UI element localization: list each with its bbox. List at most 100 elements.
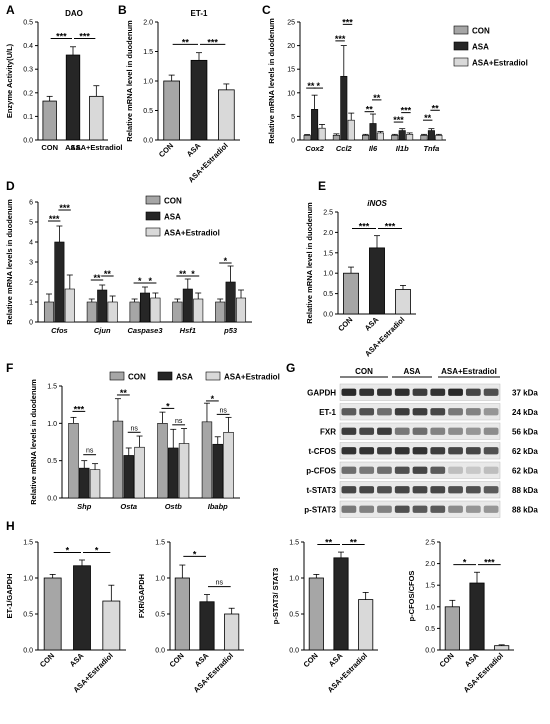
blot-band [341, 427, 357, 435]
blot-band [412, 388, 428, 396]
chart-0: 0.0 0.1 0.2 0.3 0.4 0.5 Enzyme Activity(U/L) DA… [5, 9, 122, 152]
bar-cjun-2 [107, 301, 118, 323]
bar-con [308, 577, 324, 651]
significance-label: *** [393, 115, 404, 125]
panel-letter-f: F [6, 361, 13, 375]
y-tick-label: 0.4 [23, 43, 33, 50]
y-tick-label: 1 [29, 300, 33, 307]
y-tick-label: 2.5 [425, 540, 435, 547]
significance-label: * [193, 549, 197, 559]
significance-label: *** [59, 203, 70, 213]
x-tick-label: CON [168, 651, 186, 669]
x-tick-label: CON [336, 315, 354, 333]
y-tick-label: 1.5 [425, 583, 435, 590]
blot-protein-label: t-CFOS [308, 447, 336, 456]
blot-band [341, 388, 357, 396]
blot-size-label: 56 kDa [512, 427, 538, 436]
blot-band [412, 447, 428, 455]
x-tick-label: Ostb [165, 502, 183, 511]
bar-con [43, 577, 62, 651]
y-tick-label: 2.0 [143, 20, 153, 27]
blot-band [359, 388, 375, 396]
y-tick-label: 0.2 [23, 90, 33, 97]
blot-band [394, 505, 410, 513]
y-tick-label: 1.5 [155, 540, 165, 547]
significance-label: ns [219, 407, 227, 414]
y-tick-label: 0.0 [23, 648, 33, 655]
blot-group-label: ASA [404, 367, 421, 376]
bar-cfos-0 [43, 301, 54, 323]
blot-band [359, 505, 375, 513]
bar-caspase3-1 [139, 292, 151, 323]
x-tick-label: Cfos [51, 326, 68, 335]
bar-asa-estradiol [224, 613, 240, 651]
legend-swatch [157, 371, 173, 381]
chart-title: iNOS [367, 199, 387, 208]
significance-label: *** [401, 106, 412, 116]
significance-label: ** [432, 103, 440, 113]
significance-label: ** [104, 269, 112, 279]
bar-cox2-0 [303, 134, 311, 141]
blot-protein-label: ET-1 [319, 408, 336, 417]
legend-f: CON ASA ASA+Estradiol [109, 371, 280, 382]
blot-band [341, 466, 357, 474]
significance-label: ** [93, 273, 101, 283]
bar-il1b-2 [406, 134, 414, 141]
bar-cfos-1 [54, 241, 65, 323]
blot-band [412, 486, 428, 494]
bar-tnfa-0 [420, 134, 428, 141]
blot-size-label: 88 kDa [512, 486, 538, 495]
significance-label: * [211, 394, 215, 404]
significance-label: ** [373, 93, 381, 103]
y-tick-label: 0.0 [323, 312, 333, 319]
blot-band [377, 486, 392, 494]
legend-label: ASA+Estradiol [472, 59, 528, 68]
legend-label: CON [164, 197, 182, 206]
blot-band [394, 486, 410, 494]
panel-letter-c: C [262, 3, 271, 17]
x-tick-label: ASA [463, 651, 481, 669]
x-tick-label: Cox2 [305, 144, 324, 153]
blot-band [448, 486, 463, 494]
y-tick-label: 10 [287, 90, 295, 97]
y-axis-label: Relative mRNA levels in duodenum [29, 379, 38, 505]
y-tick-label: 0.0 [47, 496, 57, 503]
legend-swatch [453, 41, 469, 51]
x-tick-label: Hsf1 [180, 326, 196, 335]
y-tick-label: 3 [29, 260, 33, 267]
x-tick-label: CON [157, 141, 175, 159]
significance-label: *** [342, 17, 353, 27]
x-tick-label: CON [438, 651, 456, 669]
y-tick-label: 5 [29, 220, 33, 227]
blot-protein-label: p-STAT3 [304, 505, 336, 514]
y-tick-label: 1.5 [47, 384, 57, 391]
blot-band [483, 427, 499, 435]
y-tick-label: 0.1 [23, 114, 33, 121]
blot-band [465, 486, 481, 494]
blot-band [465, 447, 481, 455]
bar-il1b-1 [398, 130, 406, 141]
chart-1: 0.0 0.5 1.0 1.5 2.0 Relative mRNA level in du… [125, 9, 240, 184]
significance-label: * [463, 558, 467, 568]
bar-osta-2 [134, 446, 145, 499]
legend-label: CON [128, 373, 146, 382]
significance-label: *** [56, 32, 67, 42]
bar-con [444, 606, 460, 651]
x-tick-label: p53 [223, 326, 238, 335]
y-tick-label: 0.5 [425, 626, 435, 633]
x-tick-label: ASA [65, 143, 81, 152]
significance-label: * [166, 401, 170, 411]
y-tick-label: 2.5 [323, 210, 333, 217]
x-tick-label: Osta [120, 502, 137, 511]
significance-label: * [148, 276, 152, 286]
blot-band [465, 505, 481, 513]
x-tick-label: Cjun [94, 326, 111, 335]
blot-band [483, 388, 499, 396]
x-tick-label: Ccl2 [336, 144, 353, 153]
blot-band [430, 427, 446, 435]
